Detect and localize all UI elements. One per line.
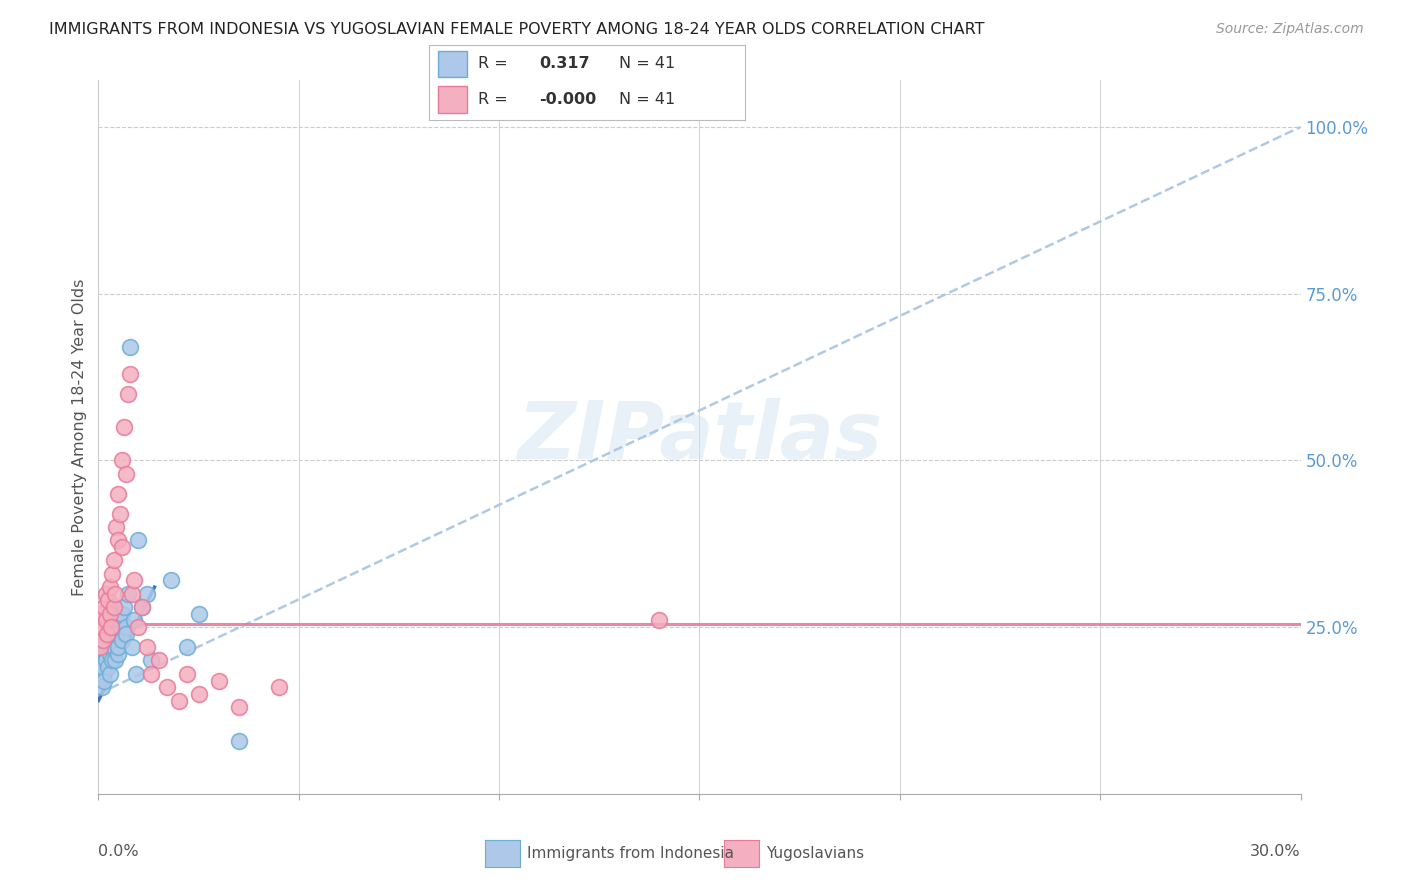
Point	[176, 640, 198, 655]
Text: Immigrants from Indonesia: Immigrants from Indonesia	[527, 847, 734, 861]
Point	[155, 680, 177, 694]
Point	[107, 487, 129, 501]
Point	[648, 614, 671, 628]
Point	[228, 700, 250, 714]
Point	[89, 640, 111, 655]
Point	[187, 607, 209, 621]
Point	[94, 647, 117, 661]
Point	[110, 614, 132, 628]
Point	[208, 673, 231, 688]
Text: N = 41: N = 41	[619, 92, 675, 107]
Point	[100, 580, 122, 594]
Point	[159, 574, 181, 588]
Point	[96, 633, 118, 648]
Point	[100, 633, 122, 648]
Point	[105, 520, 128, 534]
Point	[97, 593, 120, 607]
Text: ZIPatlas: ZIPatlas	[517, 398, 882, 476]
Point	[89, 653, 111, 667]
Bar	[439, 87, 467, 112]
Point	[103, 600, 125, 615]
Point	[98, 607, 121, 621]
Point	[139, 653, 162, 667]
Point	[91, 680, 114, 694]
Text: IMMIGRANTS FROM INDONESIA VS YUGOSLAVIAN FEMALE POVERTY AMONG 18-24 YEAR OLDS CO: IMMIGRANTS FROM INDONESIA VS YUGOSLAVIAN…	[49, 22, 984, 37]
Point	[100, 666, 122, 681]
Point	[91, 633, 114, 648]
Point	[107, 533, 129, 548]
Text: -0.000: -0.000	[540, 92, 596, 107]
Point	[100, 647, 122, 661]
Point	[97, 660, 120, 674]
Point	[96, 627, 118, 641]
Point	[121, 640, 143, 655]
Point	[114, 420, 136, 434]
Point	[111, 453, 134, 467]
Text: R =: R =	[478, 92, 508, 107]
Point	[115, 467, 138, 481]
Point	[101, 566, 124, 581]
Text: N = 41: N = 41	[619, 56, 675, 71]
Text: R =: R =	[478, 56, 508, 71]
Text: 30.0%: 30.0%	[1250, 844, 1301, 859]
Point	[131, 600, 153, 615]
Point	[131, 600, 153, 615]
Text: 0.0%: 0.0%	[98, 844, 139, 859]
Text: Yugoslavians: Yugoslavians	[766, 847, 865, 861]
Point	[93, 640, 115, 655]
Point	[96, 627, 118, 641]
Point	[91, 660, 114, 674]
Point	[98, 640, 121, 655]
Point	[176, 666, 198, 681]
Text: 0.317: 0.317	[540, 56, 591, 71]
Point	[128, 620, 150, 634]
Point	[228, 733, 250, 747]
Point	[139, 666, 162, 681]
Point	[267, 680, 290, 694]
Point	[124, 574, 146, 588]
Point	[100, 620, 122, 634]
Point	[91, 607, 114, 621]
Point	[115, 627, 138, 641]
Point	[135, 640, 157, 655]
Point	[107, 647, 129, 661]
Point	[93, 673, 115, 688]
Point	[94, 587, 117, 601]
Point	[114, 620, 136, 634]
Point	[104, 587, 127, 601]
Point	[128, 533, 150, 548]
Y-axis label: Female Poverty Among 18-24 Year Olds: Female Poverty Among 18-24 Year Olds	[72, 278, 87, 596]
Point	[111, 540, 134, 554]
Text: Source: ZipAtlas.com: Source: ZipAtlas.com	[1216, 22, 1364, 37]
Point	[105, 627, 128, 641]
Point	[125, 666, 148, 681]
Point	[187, 687, 209, 701]
Point	[93, 600, 115, 615]
Bar	[439, 51, 467, 78]
Point	[90, 620, 112, 634]
Point	[117, 386, 139, 401]
Point	[117, 587, 139, 601]
Point	[96, 614, 118, 628]
Point	[103, 553, 125, 567]
Point	[148, 653, 170, 667]
Point	[121, 587, 143, 601]
Point	[167, 693, 190, 707]
Point	[111, 607, 134, 621]
Point	[135, 587, 157, 601]
Point	[103, 640, 125, 655]
Point	[103, 620, 125, 634]
Point	[120, 340, 142, 354]
Point	[110, 507, 132, 521]
Point	[111, 633, 134, 648]
Point	[96, 653, 118, 667]
Point	[104, 653, 127, 667]
Point	[114, 600, 136, 615]
Point	[101, 653, 124, 667]
Point	[120, 367, 142, 381]
Point	[124, 614, 146, 628]
Point	[90, 666, 112, 681]
Point	[107, 640, 129, 655]
